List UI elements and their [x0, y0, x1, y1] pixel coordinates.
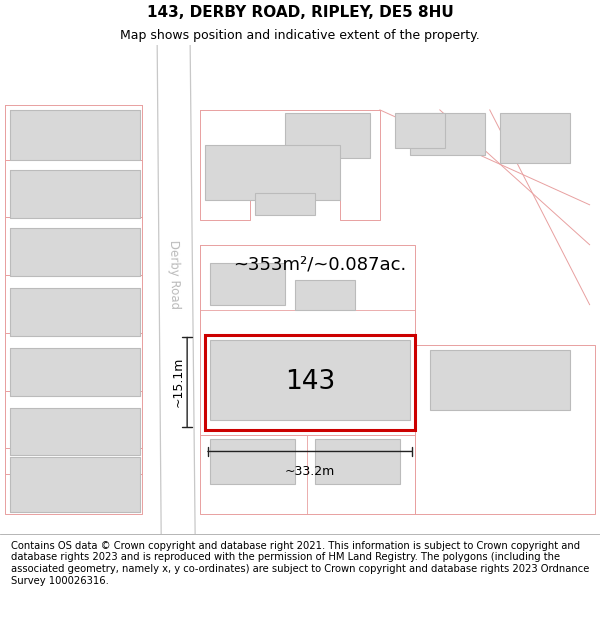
Bar	[255, 192, 315, 215]
Text: Map shows position and indicative extent of the property.: Map shows position and indicative extent…	[120, 29, 480, 42]
Bar	[285, 113, 370, 158]
Bar	[10, 110, 140, 160]
Bar	[10, 458, 140, 512]
Bar	[10, 228, 140, 276]
Polygon shape	[157, 45, 195, 534]
Text: ~15.1m: ~15.1m	[171, 357, 184, 408]
Text: 143, DERBY ROAD, RIPLEY, DE5 8HU: 143, DERBY ROAD, RIPLEY, DE5 8HU	[146, 5, 454, 20]
Bar	[430, 349, 569, 409]
Bar	[295, 280, 355, 309]
Text: Contains OS data © Crown copyright and database right 2021. This information is : Contains OS data © Crown copyright and d…	[11, 541, 589, 586]
Text: 143: 143	[285, 369, 335, 395]
Text: ~353m²/~0.087ac.: ~353m²/~0.087ac.	[233, 256, 407, 274]
Bar	[315, 439, 400, 484]
Bar	[210, 439, 295, 484]
Text: ~33.2m: ~33.2m	[285, 466, 335, 479]
Bar	[395, 113, 445, 148]
Bar	[500, 113, 569, 163]
Text: Derby Road: Derby Road	[167, 240, 181, 309]
Bar	[410, 113, 485, 155]
Bar	[10, 348, 140, 396]
Bar	[10, 408, 140, 456]
Bar	[205, 145, 340, 200]
Bar	[205, 334, 415, 429]
Bar	[10, 288, 140, 336]
Bar	[210, 339, 410, 419]
Bar	[210, 262, 285, 304]
Bar	[10, 170, 140, 217]
